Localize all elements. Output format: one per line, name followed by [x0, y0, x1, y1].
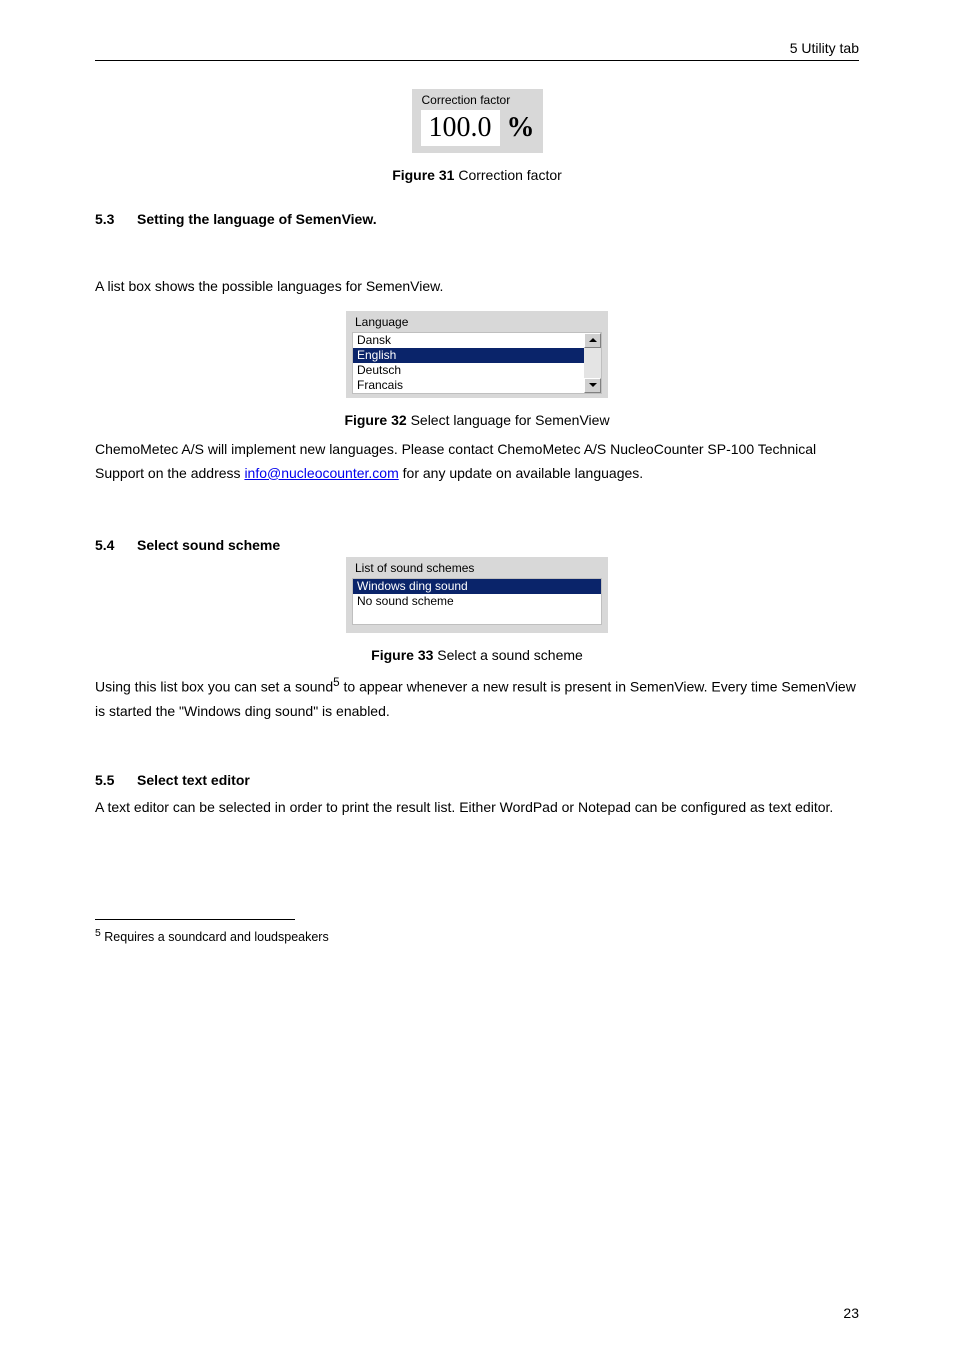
figure-32-desc: Select language for SemenView [407, 412, 610, 428]
list-item[interactable]: No sound scheme [353, 594, 601, 609]
para-sound-part1: Using this list box you can set a sound [95, 679, 333, 695]
section-5-4-number: 5.4 [95, 537, 137, 553]
section-5-5-title: Select text editor [137, 772, 250, 788]
figure-sound-schemes: List of sound schemes Windows ding sound… [95, 557, 859, 633]
correction-factor-input[interactable]: 100.0 [420, 109, 501, 147]
figure-32-caption: Figure 32 Select language for SemenView [95, 412, 859, 428]
section-5-5-heading: 5.5 Select text editor [95, 772, 859, 788]
section-5-4-title: Select sound scheme [137, 537, 280, 553]
para-languages-part2: for any update on available languages. [399, 465, 643, 481]
paragraph-languages: ChemoMetec A/S will implement new langua… [95, 438, 859, 486]
figure-32-label: Figure 32 [344, 412, 406, 428]
list-item[interactable]: Francais [353, 378, 584, 393]
figure-language-listbox: Language Dansk English Deutsch Francais [95, 311, 859, 398]
language-group: Language Dansk English Deutsch Francais [346, 311, 608, 398]
chevron-up-icon [589, 338, 597, 342]
language-group-label: Language [352, 313, 602, 332]
scroll-up-button[interactable] [584, 333, 601, 348]
section-5-3-heading: 5.3 Setting the language of SemenView. [95, 211, 859, 227]
figure-31-label: Figure 31 [392, 167, 454, 183]
section-5-3-title: Setting the language of SemenView. [137, 211, 377, 227]
figure-31-desc: Correction factor [454, 167, 561, 183]
figure-correction-factor: Correction factor 100.0 % [95, 89, 859, 153]
header-section-title: 5 Utility tab [790, 40, 859, 56]
paragraph-text-editor: A text editor can be selected in order t… [95, 796, 859, 820]
figure-33-label: Figure 33 [371, 647, 433, 663]
figure-33-caption: Figure 33 Select a sound scheme [95, 647, 859, 663]
footnote-text: Requires a soundcard and loudspeakers [101, 931, 329, 945]
language-listbox[interactable]: Dansk English Deutsch Francais [352, 332, 602, 394]
footnote-separator [95, 919, 295, 920]
page-number: 23 [843, 1305, 859, 1321]
chevron-down-icon [589, 383, 597, 387]
support-email-link[interactable]: info@nucleocounter.com [244, 465, 398, 481]
list-item[interactable]: Deutsch [353, 363, 584, 378]
section-5-3-number: 5.3 [95, 211, 137, 227]
page-header: 5 Utility tab [95, 40, 859, 61]
paragraph-sound: Using this list box you can set a sound5… [95, 673, 859, 723]
scroll-down-button[interactable] [584, 378, 601, 393]
list-item[interactable]: Windows ding sound [353, 579, 601, 594]
sound-scheme-group-label: List of sound schemes [352, 559, 602, 578]
list-item[interactable]: Dansk [353, 333, 584, 348]
sound-scheme-listbox[interactable]: Windows ding sound No sound scheme [352, 578, 602, 625]
correction-factor-unit: % [501, 112, 535, 144]
footnote-5: 5 Requires a soundcard and loudspeakers [95, 926, 859, 947]
section-5-4-heading: 5.4 Select sound scheme [95, 537, 859, 553]
paragraph-listbox-intro: A list box shows the possible languages … [95, 275, 859, 299]
figure-31-caption: Figure 31 Correction factor [95, 167, 859, 183]
sound-scheme-group: List of sound schemes Windows ding sound… [346, 557, 608, 633]
section-5-5-number: 5.5 [95, 772, 137, 788]
scrollbar[interactable] [584, 333, 601, 393]
list-item[interactable]: English [353, 348, 584, 363]
list-spacer [353, 609, 601, 624]
correction-factor-label: Correction factor [420, 91, 535, 109]
correction-factor-group: Correction factor 100.0 % [412, 89, 543, 153]
figure-33-desc: Select a sound scheme [433, 647, 582, 663]
